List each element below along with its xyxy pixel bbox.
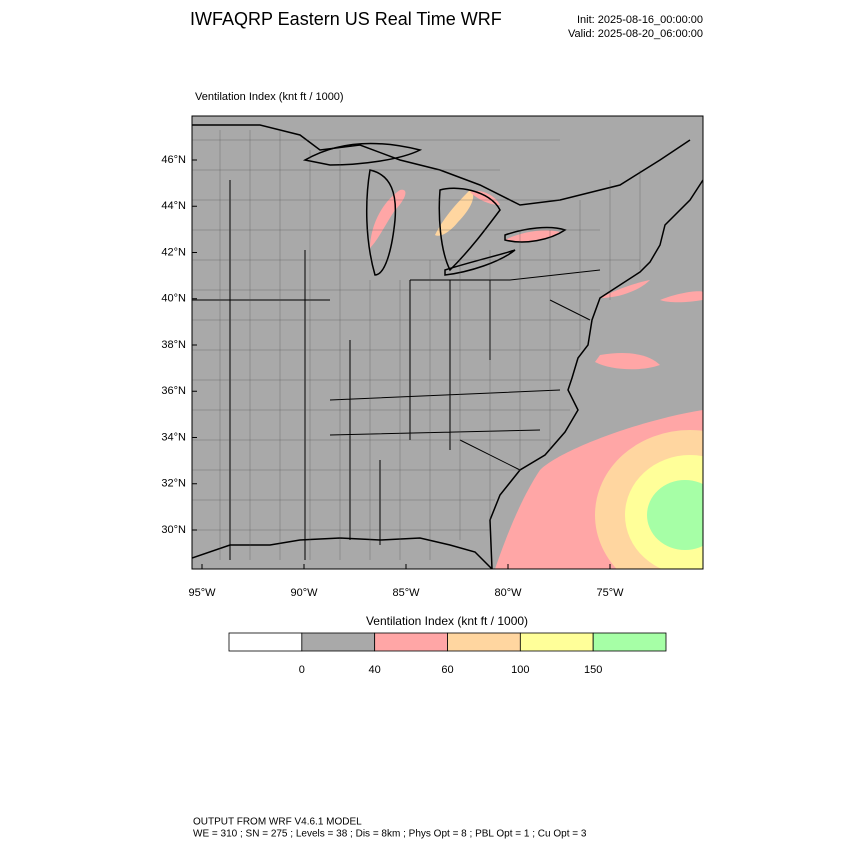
map-label: Ventilation Index (knt ft / 1000)	[195, 91, 344, 103]
lat-label: 36°N	[161, 385, 186, 397]
colorbar-swatch	[228, 632, 303, 652]
lon-label: 80°W	[494, 587, 522, 599]
footer-line: WE = 310 ; SN = 275 ; Levels = 38 ; Dis …	[193, 829, 587, 840]
colorbar-label: 100	[511, 664, 529, 676]
lat-label: 30°N	[161, 524, 186, 536]
lon-label: 75°W	[596, 587, 624, 599]
lake-highlights	[370, 189, 650, 298]
lon-label: 90°W	[290, 587, 318, 599]
lat-label: 34°N	[161, 431, 186, 443]
lat-label: 42°N	[161, 246, 186, 258]
colorbar-swatch	[374, 632, 448, 652]
colorbar-swatch	[447, 632, 521, 652]
valid-time: Valid: 2025-08-20_06:00:00	[568, 28, 703, 40]
lat-label: 38°N	[161, 339, 186, 351]
map-frame	[191, 115, 704, 570]
colorbar-swatch	[519, 632, 594, 652]
hurricane-field	[495, 291, 703, 569]
coastlines	[192, 124, 703, 569]
colorbar-swatch	[301, 632, 376, 652]
footer-line: OUTPUT FROM WRF V4.6.1 MODEL	[193, 817, 362, 828]
colorbar-swatch	[592, 632, 667, 652]
county-lines	[192, 130, 641, 560]
colorbar-label: 60	[441, 664, 453, 676]
title: IWFAQRP Eastern US Real Time WRF	[190, 9, 502, 29]
annotations: 46°N 44°N 42°N 40°N 38°N 36°N 34°N 32°N 30°N 95°W…	[161, 154, 667, 676]
map	[192, 116, 703, 569]
lat-label: 44°N	[161, 200, 186, 212]
colorbar-label: 0	[299, 664, 305, 676]
lat-label: 40°N	[161, 293, 186, 305]
lon-label: 95°W	[188, 587, 216, 599]
colorbar-label: 40	[369, 664, 381, 676]
colorbar-title: Ventilation Index (knt ft / 1000)	[366, 614, 528, 628]
lon-label: 85°W	[392, 587, 420, 599]
lat-label: 46°N	[161, 154, 186, 166]
lat-label: 32°N	[161, 478, 186, 490]
colorbar-label: 150	[584, 664, 602, 676]
init-time: Init: 2025-08-16_00:00:00	[577, 14, 703, 26]
